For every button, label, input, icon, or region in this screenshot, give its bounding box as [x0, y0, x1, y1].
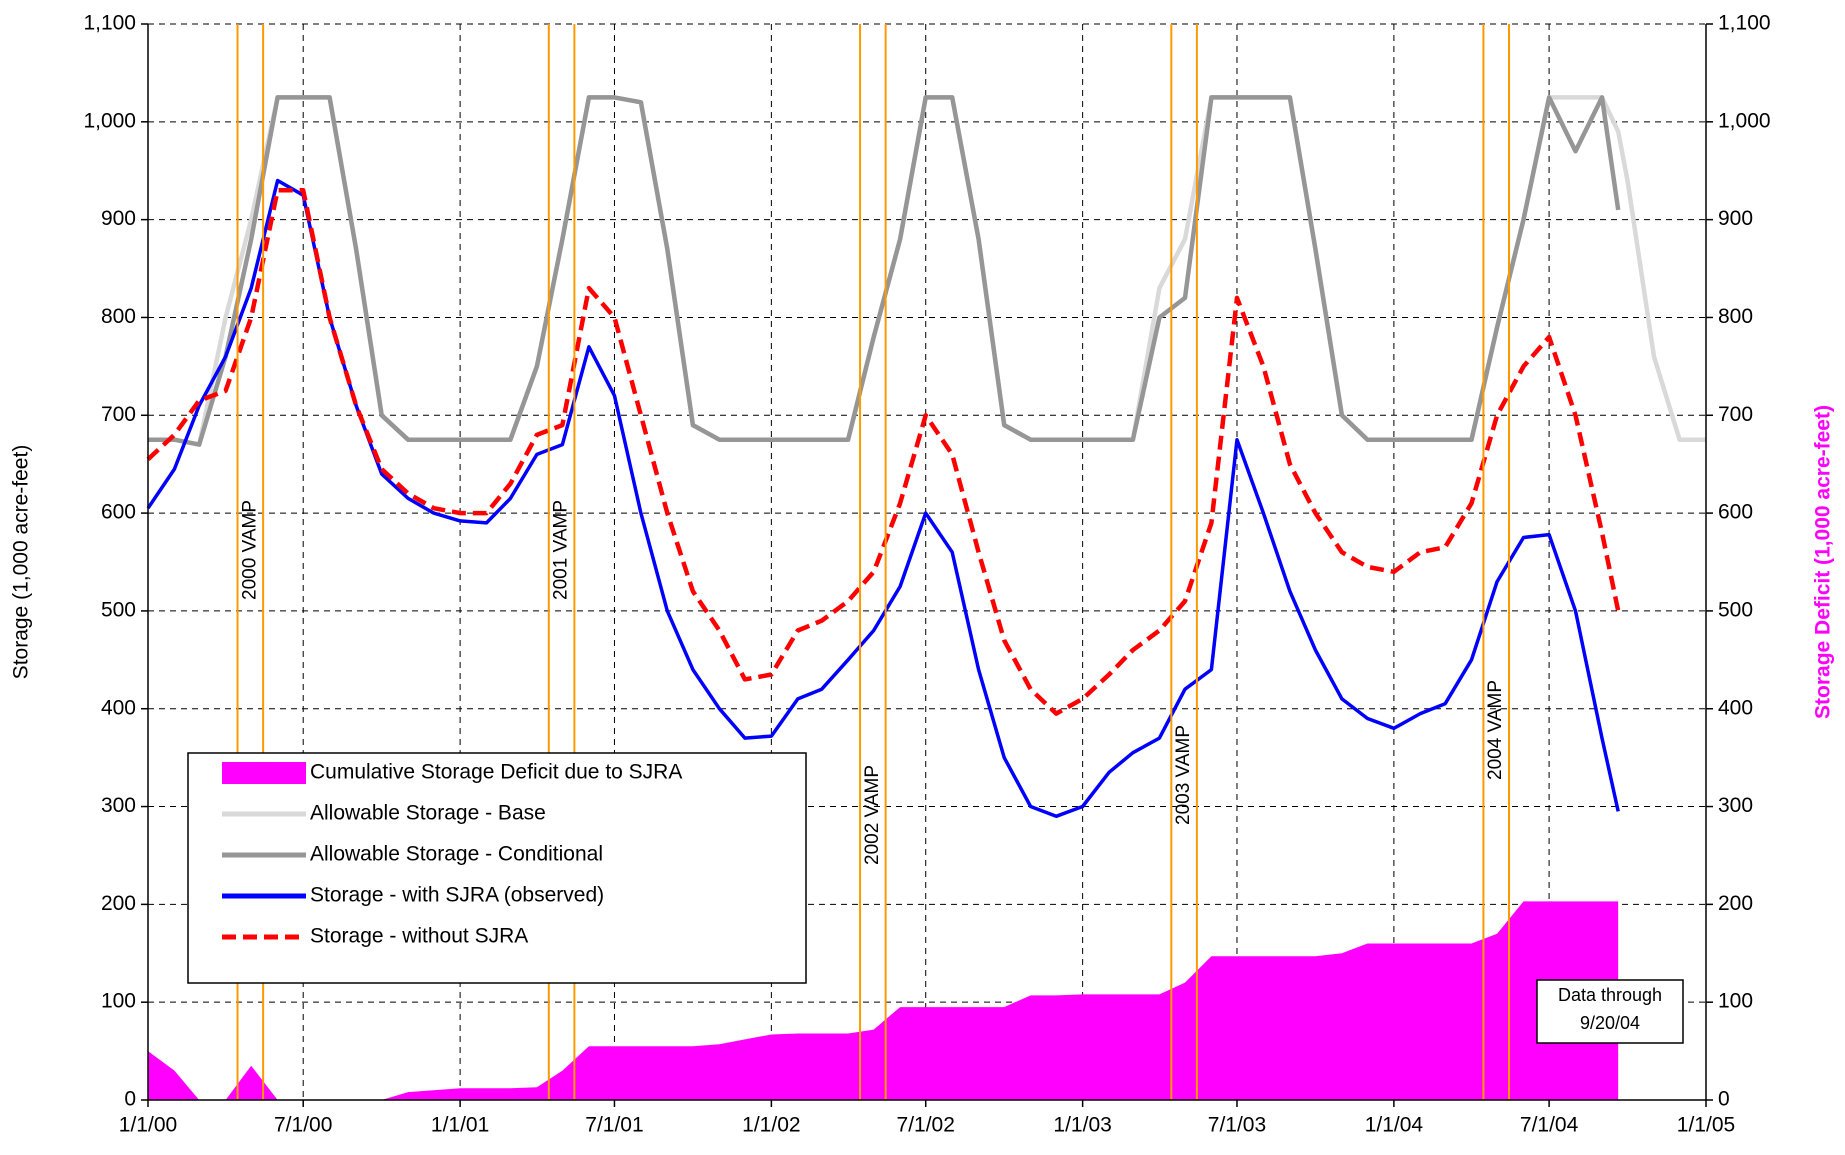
- y2-tick-label: 0: [1718, 1088, 1730, 1111]
- vamp-label: 2003 VAMP: [1173, 725, 1194, 825]
- x-tick-label: 1/1/03: [1053, 1114, 1111, 1137]
- annotation: Data through: [1558, 985, 1662, 1005]
- vamp-label: 2004 VAMP: [1485, 680, 1506, 780]
- line: [146, 188, 1621, 716]
- x-tick-label: 7/1/02: [897, 1114, 955, 1137]
- y2-tick-label: 200: [1718, 892, 1753, 915]
- y2-axis-label: Storage Deficit (1,000 acre-feet): [1812, 405, 1835, 719]
- area: [148, 901, 1619, 1100]
- legend-label: Storage - with SJRA (observed): [310, 884, 604, 907]
- y2-tick-label: 800: [1718, 305, 1753, 328]
- vamp-label: 2001 VAMP: [551, 500, 572, 600]
- y-tick-label: 600: [101, 501, 136, 524]
- x-tick-label: 1/1/04: [1365, 1114, 1424, 1137]
- legend-label: Cumulative Storage Deficit due to SJRA: [310, 761, 682, 784]
- annotation-box: [1536, 979, 1684, 1044]
- line: [146, 178, 1620, 819]
- y-tick-label: 1,000: [83, 109, 136, 132]
- y-tick-label: 300: [101, 794, 136, 817]
- y-tick-label: 1,100: [83, 12, 136, 35]
- y-tick-label: 800: [101, 305, 136, 328]
- legend-swatch: [222, 762, 306, 784]
- x-tick-label: 1/1/02: [742, 1114, 800, 1137]
- y-tick-label: 100: [101, 990, 136, 1013]
- y2-tick-label: 400: [1718, 696, 1753, 719]
- x-tick-label: 1/1/00: [119, 1114, 177, 1137]
- y2-tick-label: 300: [1718, 794, 1753, 817]
- vamp-label: 2002 VAMP: [862, 765, 883, 865]
- y2-tick-label: 900: [1718, 207, 1753, 230]
- y2-tick-label: 1,100: [1718, 12, 1771, 35]
- y-tick-label: 500: [101, 598, 136, 621]
- y2-tick-label: 100: [1718, 990, 1753, 1013]
- x-tick-label: 7/1/03: [1208, 1114, 1266, 1137]
- legend: Cumulative Storage Deficit due to SJRA Al…: [187, 752, 807, 984]
- x-tick-label: 7/1/00: [274, 1114, 332, 1137]
- y-tick-label: 400: [101, 696, 136, 719]
- x-tick-label: 1/1/05: [1677, 1114, 1735, 1137]
- y-tick-label: 200: [101, 892, 136, 915]
- legend-label: Storage - without SJRA: [310, 925, 528, 948]
- line: [148, 95, 1621, 447]
- legend-label: Allowable Storage - Base: [310, 802, 546, 825]
- y-tick-label: 700: [101, 403, 136, 426]
- annotation: 9/20/04: [1580, 1013, 1640, 1033]
- legend-box: [187, 752, 807, 984]
- x-tick-label: 1/1/01: [431, 1114, 489, 1137]
- x-tick-label: 7/1/01: [585, 1114, 643, 1137]
- y2-tick-label: 700: [1718, 403, 1753, 426]
- line: [148, 95, 1706, 447]
- y-tick-label: 900: [101, 207, 136, 230]
- legend-label: Allowable Storage - Conditional: [310, 843, 603, 866]
- y2-tick-label: 1,000: [1718, 109, 1771, 132]
- y2-tick-label: 600: [1718, 501, 1753, 524]
- y-tick-label: 0: [124, 1088, 136, 1111]
- y-axis-label: Storage (1,000 acre-feet): [10, 445, 33, 680]
- y2-tick-label: 500: [1718, 598, 1753, 621]
- vamp-label: 2000 VAMP: [239, 500, 260, 600]
- x-tick-label: 7/1/04: [1520, 1114, 1579, 1137]
